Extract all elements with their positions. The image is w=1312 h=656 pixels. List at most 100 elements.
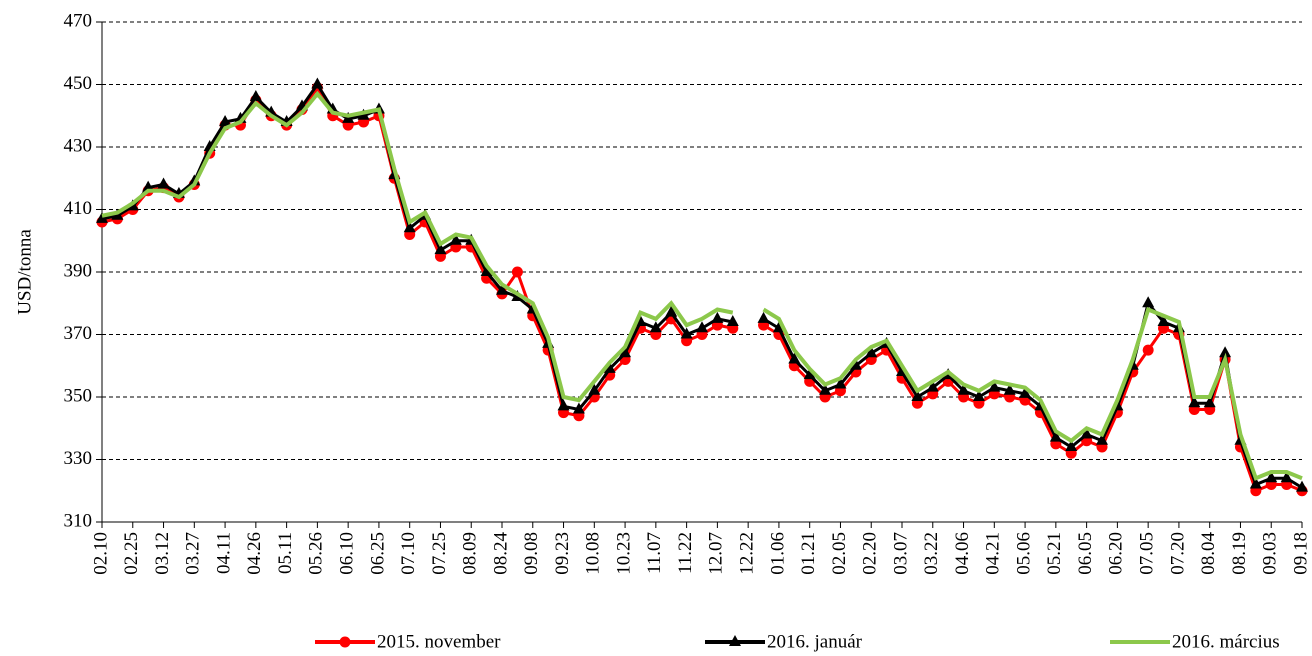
x-tick-label: 02.10 [90,532,111,575]
legend-label: 2016. január [767,631,863,652]
point [757,311,770,323]
point [96,211,108,223]
x-tick-label: 03.22 [921,532,942,575]
y-tick-label: 350 [64,385,93,406]
x-tick-label: 02.25 [121,532,142,575]
point [911,390,924,401]
x-tick-label: 09.03 [1260,532,1281,575]
point [403,221,416,233]
point [665,305,678,317]
point [680,327,693,339]
x-tick-label: 10.08 [583,532,604,575]
point [1003,383,1016,395]
point [219,115,232,126]
x-tick-label: 06.05 [1075,532,1096,575]
point [926,380,939,392]
y-tick-label: 450 [64,73,93,94]
x-tick-label: 11.07 [644,532,665,574]
x-tick-label: 05.11 [275,532,296,574]
point [819,383,832,395]
x-tick-label: 04.11 [213,532,234,574]
x-tick-label: 04.21 [983,532,1004,575]
point [1019,386,1032,398]
x-tick-label: 09.18 [1290,532,1311,575]
y-tick-label: 370 [64,323,93,344]
point [1065,440,1078,451]
point [157,177,170,189]
point [588,383,601,395]
x-tick-label: 02.20 [860,532,881,575]
point [449,233,462,245]
point [1142,296,1155,308]
point [988,380,1001,392]
point [1188,396,1201,408]
x-tick-label: 08.24 [490,532,511,575]
point [557,399,570,411]
point [496,283,508,295]
point [249,90,262,101]
x-tick-label: 07.20 [1167,532,1188,575]
point [1249,477,1262,489]
x-tick-label: 12.22 [737,532,758,575]
x-tick-label: 04.26 [244,532,265,575]
x-tick-label: 09.08 [521,532,542,575]
y-tick-label: 310 [64,510,93,531]
x-tick-label: 10.23 [613,532,634,575]
series-line [101,81,1303,489]
x-tick-label: 05.06 [1013,532,1034,575]
point [1265,471,1278,483]
x-tick-label: 12.07 [706,532,727,575]
point [434,243,447,255]
x-tick-label: 07.05 [1137,532,1158,575]
point [834,377,847,389]
x-tick-label: 03.27 [183,532,204,575]
point [1096,433,1108,445]
x-tick-label: 09.23 [552,532,573,575]
point [649,321,662,333]
y-tick-label: 470 [64,10,93,31]
point [1080,427,1093,439]
y-tick-label: 390 [64,260,93,281]
x-tick-label: 07.10 [398,532,419,575]
y-tick-label: 330 [64,448,93,469]
point [696,321,708,333]
series-line [101,84,1303,493]
y-axis-label: USD/tonna [14,229,35,315]
point [711,311,724,323]
legend-label: 2016. március [1172,631,1280,652]
y-tick-label: 410 [64,198,93,219]
point [339,636,351,648]
point [803,368,816,380]
x-tick-label: 06.25 [367,532,388,575]
series-line [101,90,1303,481]
x-tick-label: 01.21 [798,532,819,575]
x-tick-label: 05.21 [1044,532,1065,575]
point [772,321,785,333]
point [511,266,523,278]
y-tick-label: 430 [64,135,93,156]
point [972,390,985,401]
x-tick-label: 02.05 [829,532,850,575]
point [1219,346,1232,358]
point [1157,315,1170,326]
x-tick-label: 05.26 [306,532,327,575]
x-tick-label: 06.10 [337,532,358,575]
point [957,383,970,395]
point [729,635,741,646]
point [1280,471,1293,483]
point [1049,430,1062,442]
x-tick-label: 11.22 [675,532,696,574]
point [572,402,585,414]
point [311,77,324,89]
x-tick-label: 08.19 [1229,532,1250,575]
point [480,265,493,276]
point [619,346,632,358]
series [96,77,1308,492]
x-tick-label: 07.25 [429,532,450,575]
point [849,358,862,370]
point [1142,344,1154,356]
point [726,315,739,326]
x-tick-label: 03.07 [890,532,911,575]
x-tick-label: 04.06 [952,532,973,575]
